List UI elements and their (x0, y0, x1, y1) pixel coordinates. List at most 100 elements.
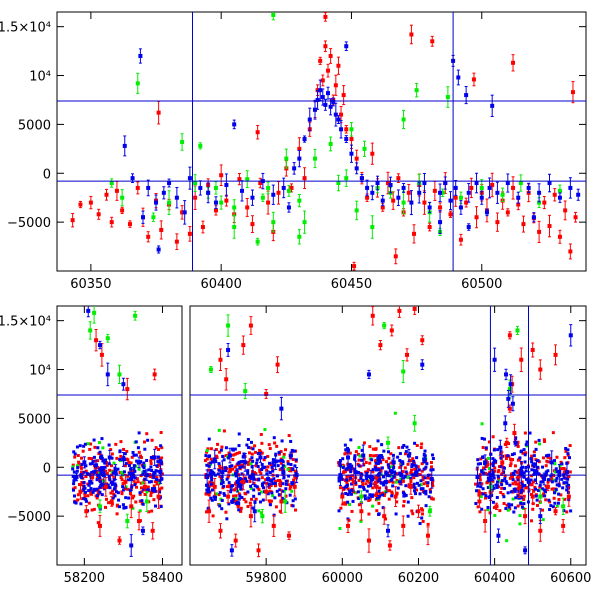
data-point (204, 510, 208, 514)
data-point (71, 467, 75, 471)
data-point (337, 509, 341, 513)
data-point (557, 497, 561, 501)
data-point (362, 457, 366, 461)
data-point (226, 323, 231, 328)
data-point (233, 499, 237, 503)
data-point (506, 508, 510, 512)
data-point (537, 229, 542, 234)
data-point (291, 467, 295, 471)
data-point (366, 538, 371, 543)
data-point (361, 478, 365, 482)
data-point (374, 454, 378, 458)
data-point (385, 181, 390, 186)
data-point (378, 343, 383, 348)
data-point (98, 450, 102, 454)
data-point (486, 463, 490, 467)
data-point (288, 493, 292, 497)
data-point (207, 468, 211, 472)
data-point (427, 225, 432, 230)
data-point (252, 481, 256, 485)
data-point (506, 491, 510, 495)
data-point (84, 509, 89, 514)
data-point (99, 466, 103, 470)
data-point (159, 227, 164, 232)
data-point (284, 494, 288, 498)
data-point (377, 501, 381, 505)
data-point (224, 446, 228, 450)
data-point (484, 471, 488, 475)
data-point (529, 457, 533, 461)
data-point (476, 462, 480, 466)
data-point (246, 504, 250, 508)
data-point (344, 127, 349, 132)
y-tick-label: 0 (43, 167, 51, 182)
data-point (270, 491, 274, 495)
data-point (263, 456, 267, 460)
data-point (370, 151, 375, 156)
data-point (354, 482, 358, 486)
data-point (500, 479, 504, 483)
data-point (312, 156, 317, 161)
data-point (83, 490, 87, 494)
data-point (250, 195, 255, 200)
data-point (351, 467, 355, 471)
data-point (326, 91, 331, 96)
data-point (268, 447, 272, 451)
data-point (403, 466, 407, 470)
data-point (382, 493, 386, 497)
data-point (482, 466, 486, 470)
data-point (264, 478, 268, 482)
data-point (565, 484, 569, 488)
data-point (482, 471, 486, 475)
data-point (149, 462, 153, 466)
data-point (239, 485, 243, 489)
data-point (278, 509, 282, 513)
data-point (505, 481, 509, 485)
data-point (549, 474, 553, 478)
data-point (412, 461, 416, 465)
data-point (388, 469, 392, 473)
data-point (98, 485, 102, 489)
data-point (151, 215, 156, 220)
data-point (566, 448, 570, 452)
data-point (382, 483, 386, 487)
data-point (353, 455, 357, 459)
data-point (525, 440, 529, 444)
data-point (158, 470, 163, 475)
data-point (144, 499, 149, 504)
data-point (323, 44, 328, 49)
data-point (516, 202, 521, 207)
data-point (521, 222, 526, 227)
data-point (499, 465, 503, 469)
data-point (120, 492, 124, 496)
data-point (480, 436, 484, 440)
data-point (243, 460, 248, 465)
data-point (413, 486, 417, 490)
data-point (79, 464, 83, 468)
data-point (127, 496, 131, 500)
data-point (292, 166, 297, 171)
data-point (217, 462, 221, 466)
data-point (239, 509, 243, 513)
data-point (256, 452, 260, 456)
data-point (508, 382, 513, 387)
data-point (82, 484, 86, 488)
data-point (243, 491, 247, 495)
data-point (302, 220, 307, 225)
data-point (208, 471, 212, 475)
data-point (486, 508, 490, 512)
data-point (214, 460, 218, 464)
data-point (219, 173, 224, 178)
data-point (486, 476, 490, 480)
data-point (491, 457, 495, 461)
data-point (207, 509, 212, 514)
data-point (396, 486, 400, 490)
data-point (254, 497, 258, 501)
data-point (368, 461, 372, 465)
data-point (161, 190, 166, 195)
data-point (430, 39, 435, 44)
data-point (78, 202, 83, 207)
data-point (231, 458, 235, 462)
data-point (343, 443, 347, 447)
data-point (563, 208, 568, 213)
